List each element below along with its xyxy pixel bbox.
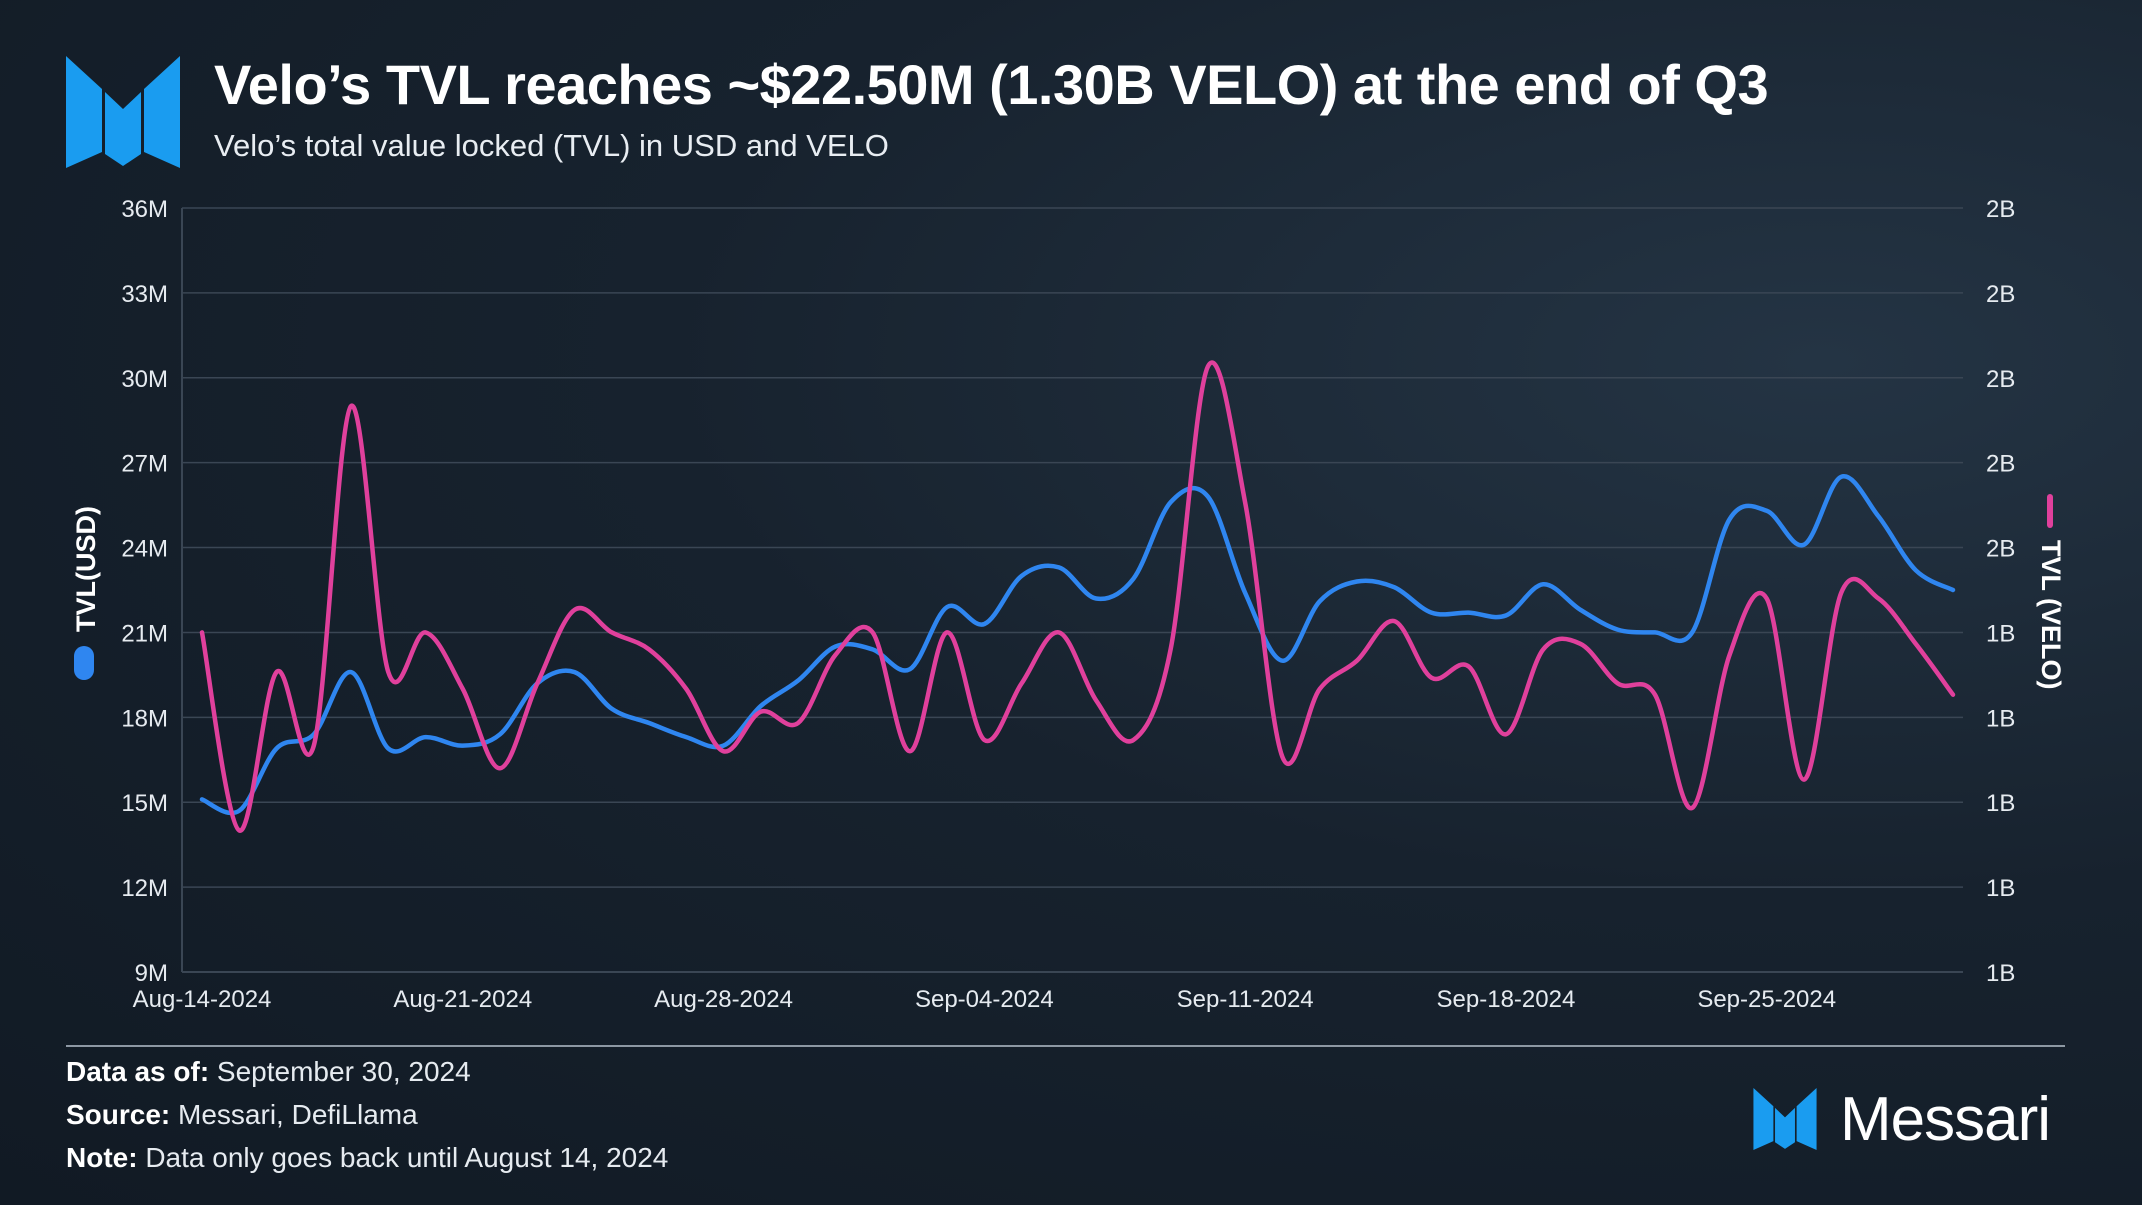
left-axis-label: TVL(USD) [71,506,101,632]
right-tick-label: 2B [1986,196,2015,223]
source-value: Messari, DefiLlama [170,1099,418,1130]
messari-brand-logo-icon [1753,1088,1817,1150]
right-tick-label: 2B [1986,281,2015,308]
footer-data-as-of: Data as of: September 30, 2024 [66,1056,471,1088]
right-tick-label: 2B [1986,536,2015,563]
x-tick-label: Sep-11-2024 [1177,986,1314,1013]
right-axis-label: TVL (VELO) [2036,540,2066,690]
velo-tvl-line-points [201,366,1954,832]
left-tick-label: 18M [121,705,168,732]
left-tick-label: 15M [121,790,168,817]
right-axis-legend: TVL (VELO) [2036,494,2066,690]
right-tick-label: 2B [1986,366,2015,393]
note-label: Note: [66,1142,138,1173]
note-value: Data only goes back until August 14, 202… [137,1142,669,1173]
x-tick-label: Aug-14-2024 [133,986,272,1013]
left-tick-label: 9M [135,960,168,987]
logo-left-bar [66,56,102,168]
left-axis-legend: TVL(USD) [71,506,101,680]
right-axis-ticks: 1B 1B 1B 1B 1B 2B 2B 2B 2B 2B [1986,196,2015,987]
footer-source: Source: Messari, DefiLlama [66,1099,418,1131]
data-as-of-value: September 30, 2024 [209,1056,471,1087]
footer-divider [66,1045,2065,1047]
right-tick-label: 2B [1986,451,2015,478]
velo-tvl-line [199,360,1956,833]
logo-middle-bar [105,92,141,166]
right-tick-label: 1B [1986,705,2015,732]
x-tick-label: Sep-04-2024 [915,986,1054,1013]
logo-right-bar [144,56,180,168]
left-tick-label: 27M [121,451,168,478]
right-tick-label: 1B [1986,960,2015,987]
x-tick-label: Aug-28-2024 [654,986,793,1013]
chart-title: Velo’s TVL reaches ~$22.50M (1.30B VELO)… [214,53,1769,116]
x-tick-label: Aug-21-2024 [393,986,532,1013]
left-tick-label: 33M [121,281,168,308]
right-tick-label: 1B [1986,790,2015,817]
left-tick-label: 24M [121,536,168,563]
right-tick-label: 1B [1986,620,2015,647]
left-axis-ticks: 9M 12M 15M 18M 21M 24M 27M 30M 33M 36M [121,196,168,987]
x-axis-ticks: Aug-14-2024 Aug-21-2024 Aug-28-2024 Sep-04-… [133,986,1837,1013]
velo-legend-swatch [2047,494,2053,528]
messari-brand: Messari [1752,1084,2051,1154]
usd-tvl-line-points [201,476,1954,811]
usd-legend-swatch [74,646,94,680]
left-tick-label: 30M [121,366,168,393]
series-lines [199,360,1956,833]
x-tick-label: Sep-18-2024 [1437,986,1576,1013]
source-label: Source: [66,1099,171,1130]
data-as-of-label: Data as of: [66,1056,210,1087]
x-tick-label: Sep-25-2024 [1697,986,1836,1013]
left-tick-label: 21M [121,620,168,647]
footer-note: Note: Data only goes back until August 1… [66,1142,668,1174]
brand-name: Messari [1840,1084,2051,1154]
right-tick-label: 1B [1986,875,2015,902]
left-tick-label: 12M [121,875,168,902]
messari-logo-icon [66,56,180,168]
left-tick-label: 36M [121,196,168,223]
chart-subtitle: Velo’s total value locked (TVL) in USD a… [214,128,889,163]
grid-lines [181,207,1963,973]
usd-tvl-line [199,474,1956,816]
